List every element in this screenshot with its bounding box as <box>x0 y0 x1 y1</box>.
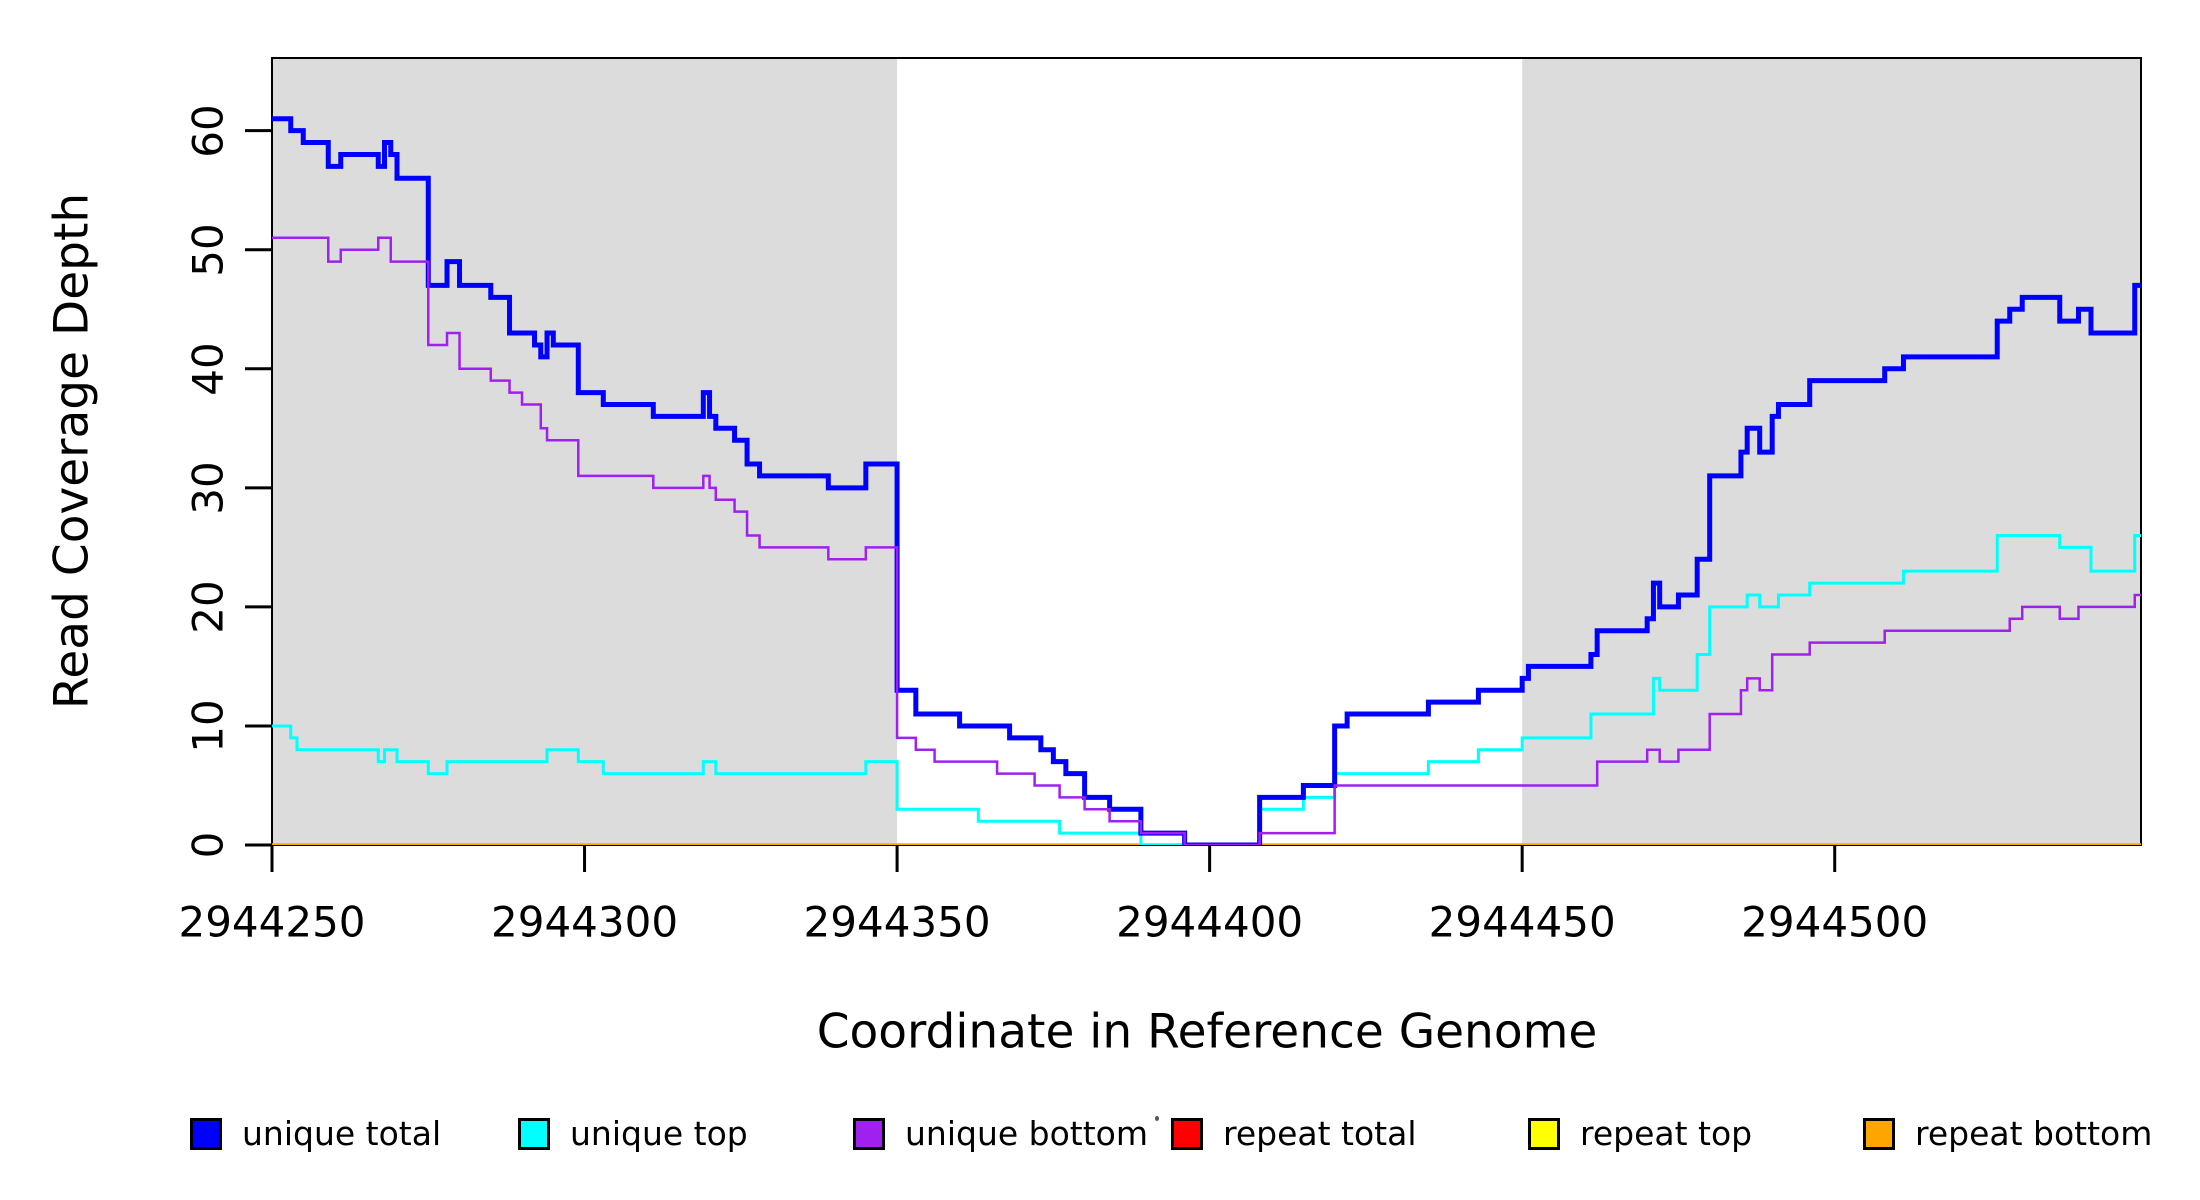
x-tick-label: 2944250 <box>178 897 366 947</box>
legend-swatch-icon <box>1528 1117 1560 1150</box>
y-axis-title: Read Coverage Depth <box>44 192 100 710</box>
y-tick-label: 10 <box>183 699 233 753</box>
legend-item-repeat-bottom: repeat bottom <box>1863 1114 2152 1153</box>
legend-swatch-icon <box>518 1117 550 1150</box>
legend-item-repeat-total: repeat total <box>1171 1114 1417 1153</box>
legend-item-unique-total: unique total <box>190 1114 441 1153</box>
x-tick-label: 2944450 <box>1428 897 1616 947</box>
x-tick-label: 2944300 <box>491 897 679 947</box>
series-unique-top <box>272 533 2141 845</box>
y-tick-label: 40 <box>183 342 233 396</box>
shaded-region <box>1522 58 2141 845</box>
stray-dot <box>1155 1116 1159 1121</box>
legend-swatch-icon <box>190 1117 222 1150</box>
series-unique-bottom <box>272 236 2141 845</box>
x-tick-label: 2944350 <box>803 897 991 947</box>
y-tick-label: 20 <box>183 580 233 634</box>
legend-label: repeat bottom <box>1915 1114 2153 1153</box>
series-unique-total <box>272 116 2141 845</box>
legend-label: unique total <box>242 1114 442 1153</box>
x-tick-label: 2944400 <box>1116 897 1304 947</box>
x-axis-title: Coordinate in Reference Genome <box>816 1004 1598 1060</box>
x-tick-label: 2944500 <box>1741 897 1929 947</box>
legend-label: unique bottom <box>905 1114 1149 1153</box>
y-tick-label: 0 <box>183 831 233 859</box>
legend-item-unique-bottom: unique bottom <box>853 1114 1148 1153</box>
y-tick-label: 50 <box>183 222 233 277</box>
legend-label: unique top <box>570 1114 748 1153</box>
legend-swatch-icon <box>1863 1117 1895 1150</box>
legend-label: repeat top <box>1580 1114 1753 1153</box>
shaded-region <box>272 58 898 845</box>
y-tick-label: 30 <box>183 461 233 515</box>
legend-item-unique-top: unique top <box>518 1114 748 1153</box>
legend-item-repeat-top: repeat top <box>1528 1114 1752 1153</box>
legend-swatch-icon <box>1171 1117 1203 1150</box>
legend-label: repeat total <box>1223 1114 1417 1153</box>
y-tick-label: 60 <box>183 103 233 158</box>
series-layer <box>272 116 2141 845</box>
legend-swatch-icon <box>853 1117 885 1150</box>
